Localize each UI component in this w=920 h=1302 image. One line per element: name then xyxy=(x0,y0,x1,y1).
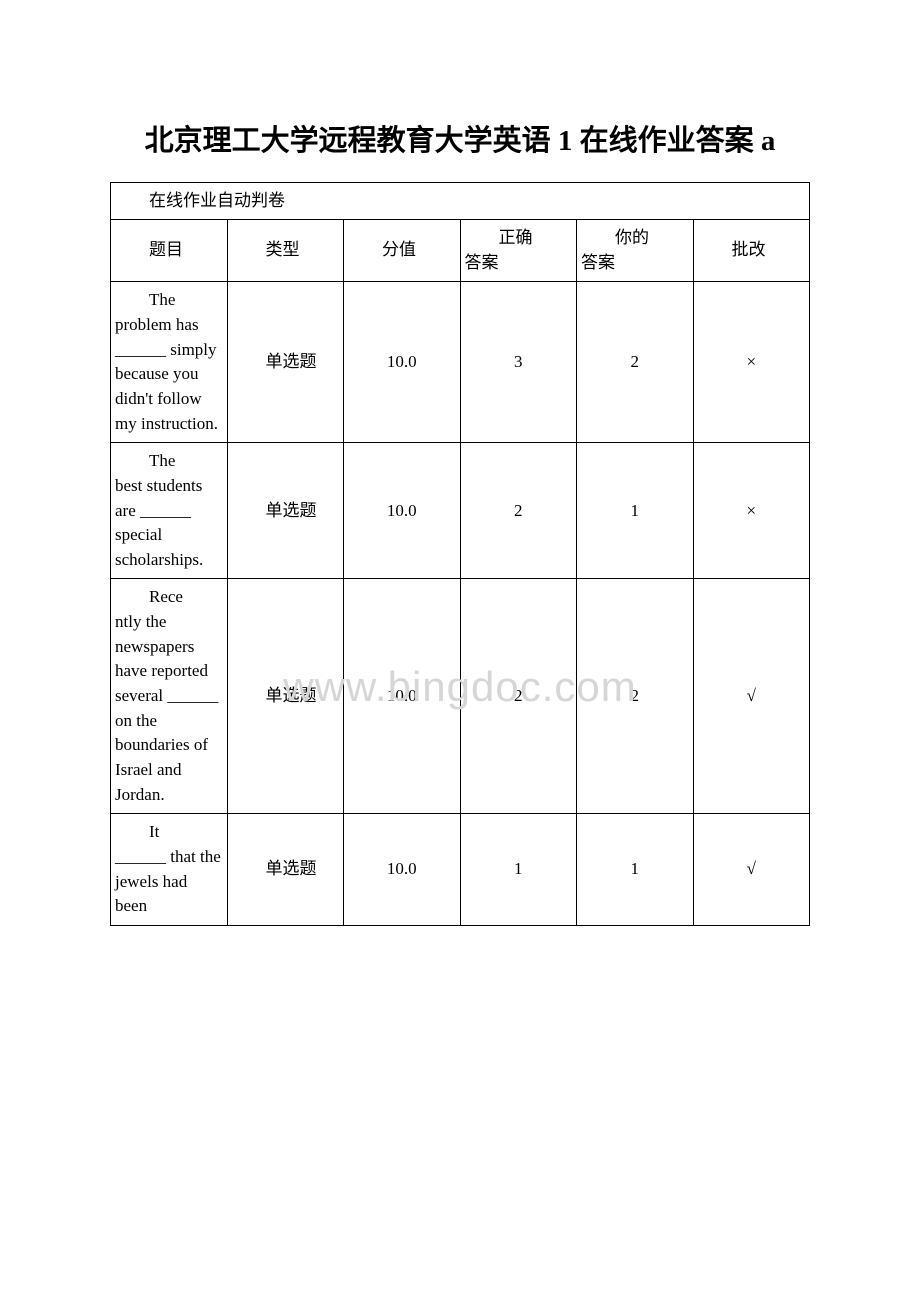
question-rest: ______ that the jewels had been xyxy=(115,847,221,915)
cell-score: 10.0 xyxy=(344,443,461,579)
answers-table: 在线作业自动判卷 题目 类型 分值 正确 答案 你的 答案 批改 The pro… xyxy=(110,182,810,926)
table-header-row: 题目 类型 分值 正确 答案 你的 答案 批改 xyxy=(111,220,810,282)
cell-correct: 1 xyxy=(460,814,577,926)
header-your-line2: 答案 xyxy=(581,251,689,276)
cell-your: 2 xyxy=(577,282,694,443)
cell-score: 10.0 xyxy=(344,579,461,814)
document-page: 北京理工大学远程教育大学英语 1 在线作业答案 a www.bingdoc.co… xyxy=(0,0,920,966)
cell-your: 2 xyxy=(577,579,694,814)
question-rest: best students are ______ special scholar… xyxy=(115,476,203,569)
table-caption-row: 在线作业自动判卷 xyxy=(111,182,810,220)
question-rest: ntly the newspapers have reported severa… xyxy=(115,612,218,803)
cell-question: The best students are ______ special sch… xyxy=(111,443,228,579)
table-row: The best students are ______ special sch… xyxy=(111,443,810,579)
cell-mark: √ xyxy=(693,814,810,926)
cell-correct: 3 xyxy=(460,282,577,443)
header-correct-line2: 答案 xyxy=(465,251,573,276)
cell-mark: × xyxy=(693,282,810,443)
cell-type: 单选题 xyxy=(227,443,344,579)
cell-score: 10.0 xyxy=(344,814,461,926)
header-question: 题目 xyxy=(111,220,228,282)
cell-your: 1 xyxy=(577,443,694,579)
question-rest: problem has ______ simply because you di… xyxy=(115,315,218,433)
cell-correct: 2 xyxy=(460,579,577,814)
cell-mark: × xyxy=(693,443,810,579)
page-title: 北京理工大学远程教育大学英语 1 在线作业答案 a xyxy=(110,120,810,164)
header-score: 分值 xyxy=(344,220,461,282)
question-first-line: The xyxy=(115,288,223,313)
cell-score: 10.0 xyxy=(344,282,461,443)
cell-type: 单选题 xyxy=(227,579,344,814)
cell-question: Rece ntly the newspapers have reported s… xyxy=(111,579,228,814)
cell-your: 1 xyxy=(577,814,694,926)
cell-question: The problem has ______ simply because yo… xyxy=(111,282,228,443)
cell-question: It ______ that the jewels had been xyxy=(111,814,228,926)
header-your: 你的 答案 xyxy=(577,220,694,282)
header-your-line1: 你的 xyxy=(581,226,689,251)
header-type: 类型 xyxy=(227,220,344,282)
cell-correct: 2 xyxy=(460,443,577,579)
cell-mark: √ xyxy=(693,579,810,814)
cell-type: 单选题 xyxy=(227,814,344,926)
question-first-line: It xyxy=(115,820,223,845)
table-row: Rece ntly the newspapers have reported s… xyxy=(111,579,810,814)
header-correct-line1: 正确 xyxy=(465,226,573,251)
question-first-line: The xyxy=(115,449,223,474)
table-caption: 在线作业自动判卷 xyxy=(111,182,810,220)
header-mark: 批改 xyxy=(693,220,810,282)
table-row: It ______ that the jewels had been 单选题 1… xyxy=(111,814,810,926)
question-first-line: Rece xyxy=(115,585,223,610)
cell-type: 单选题 xyxy=(227,282,344,443)
header-correct: 正确 答案 xyxy=(460,220,577,282)
table-row: The problem has ______ simply because yo… xyxy=(111,282,810,443)
